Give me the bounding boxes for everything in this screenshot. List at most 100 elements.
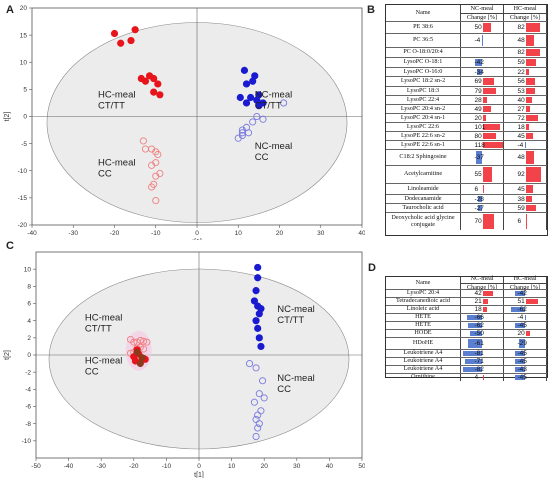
compound-name: LysoPC 18:2 sn-2 [386,77,461,86]
change-cell: -4 [504,314,547,321]
group-annotation: HC-meal CT/TT [85,313,122,335]
x-tick-label: -30 [96,463,106,470]
table-header: Name NC-meal Change [%] HC-meal Change [%] [386,275,547,291]
change-value: 40 [517,96,525,104]
table-row: C18:2 Sphingosine -37 48 [386,149,547,165]
compound-name: LysoPC O-18:1 [386,58,461,67]
change-cell: -27 [461,204,504,212]
change-cell: -4 [461,34,504,47]
increase-bar [482,78,495,85]
table-header: Name NC-meal Change [%] HC-meal Change [%] [386,5,547,21]
table-row: Ornithine 4 -45 [386,373,547,381]
table-row: Acetylcarnitine 55 92 [386,165,547,183]
table-row: Taurocholic acid -27 59 [386,203,547,212]
change-value: -34 [474,68,484,76]
table-row: PE 38:6 50 82 [386,21,547,33]
compound-name: Tetradecanedioic acid [386,298,461,305]
x-tick-label: -10 [162,463,172,470]
change-cell: 45 [504,184,547,194]
data-point [250,398,258,406]
table-b: Name NC-meal Change [%] HC-meal Change [%] PE… [385,4,548,236]
increase-bar [482,23,492,32]
x-tick-label: -50 [31,463,41,470]
change-cell: 6 [461,184,504,194]
group-annotation: NC-meal CC [277,373,314,395]
increase-bar [525,299,538,304]
decrease-bar [514,323,526,328]
group-annotation: HC-meal CC [85,356,122,378]
change-value: 69 [474,78,482,85]
x-tick-label: 10 [235,230,243,237]
change-cell: -66 [461,314,504,321]
change-value: 18 [474,306,482,313]
increase-bar [482,97,488,103]
increase-bar [482,115,486,121]
x-tick-label: -40 [27,230,37,237]
x-tick-label: 0 [195,230,199,237]
compound-name: LysoPC 22:4 [386,96,461,104]
table-row: Leukotriene A4 -81 -45 [386,349,547,357]
increase-bar [525,185,534,193]
data-point [131,26,139,34]
decrease-bar [462,367,483,372]
change-cell: -81 [461,350,504,357]
change-value: -45 [517,374,527,381]
y-tick-label: -20 [18,222,28,229]
data-point [238,129,246,137]
table-row: LysoPC 18:2 sn-2 69 56 [386,76,547,86]
group-annotation-line: NC-meal [255,141,292,152]
increase-bar [525,78,536,85]
change-cell: 118 [461,141,504,149]
change-cell: 38 [504,195,547,203]
increase-bar [525,196,532,202]
data-point [150,74,158,83]
data-point [255,310,263,318]
data-point [280,99,288,107]
compound-name: LysoPC 20:4 sn-2 [386,105,461,113]
increase-bar [525,133,534,139]
data-point [242,80,251,88]
change-cell: 40 [504,96,547,104]
table-row: Leukotriene A4 -71 -45 [386,357,547,365]
change-value: 56 [517,78,525,85]
header-group-label: HC-meal [513,275,537,283]
change-cell: -42 [461,58,504,67]
change-cell: -82 [461,366,504,373]
change-cell: 28 [461,96,504,104]
decrease-bar [467,323,483,328]
data-point [252,432,260,441]
header-group-label: NC-meal [470,5,494,13]
table-row: LysoPC 22:6 101 18 [386,122,547,131]
group-annotation-line: NC-meal [277,304,314,315]
decrease-bar [524,315,526,320]
data-point [252,364,260,372]
data-point [255,390,263,398]
change-cell: -71 [461,358,504,365]
decrease-bar [514,375,526,380]
x-tick-label: 30 [317,230,325,237]
change-cell: -45 [504,358,547,365]
change-cell: -62 [504,306,547,313]
group-annotation-line: HC-meal [98,157,135,168]
change-value: -71 [474,358,484,365]
change-cell: 72 [504,114,547,122]
x-axis-label: t[1] [192,239,202,240]
change-cell: 53 [504,87,547,95]
change-value: 80 [474,132,482,140]
y-tick-label: 8 [27,284,31,291]
data-point [150,88,158,96]
data-point [242,99,251,107]
data-point [250,297,259,305]
change-value: -62 [517,306,527,313]
group-annotation-line: HC-meal [98,90,135,101]
data-point [254,324,262,332]
y-tick-label: -2 [25,369,31,376]
change-value: 20 [517,330,525,337]
compound-name: HDoHE [386,338,461,349]
change-cell: -62 [461,322,504,329]
table-row: Deoxycholic acid glycine conjugate 70 6 [386,212,547,230]
decrease-bar [477,196,483,202]
group-annotation: NC-meal CT/TT [277,304,314,326]
decrease-bar [524,142,526,148]
increase-bar [525,331,531,336]
